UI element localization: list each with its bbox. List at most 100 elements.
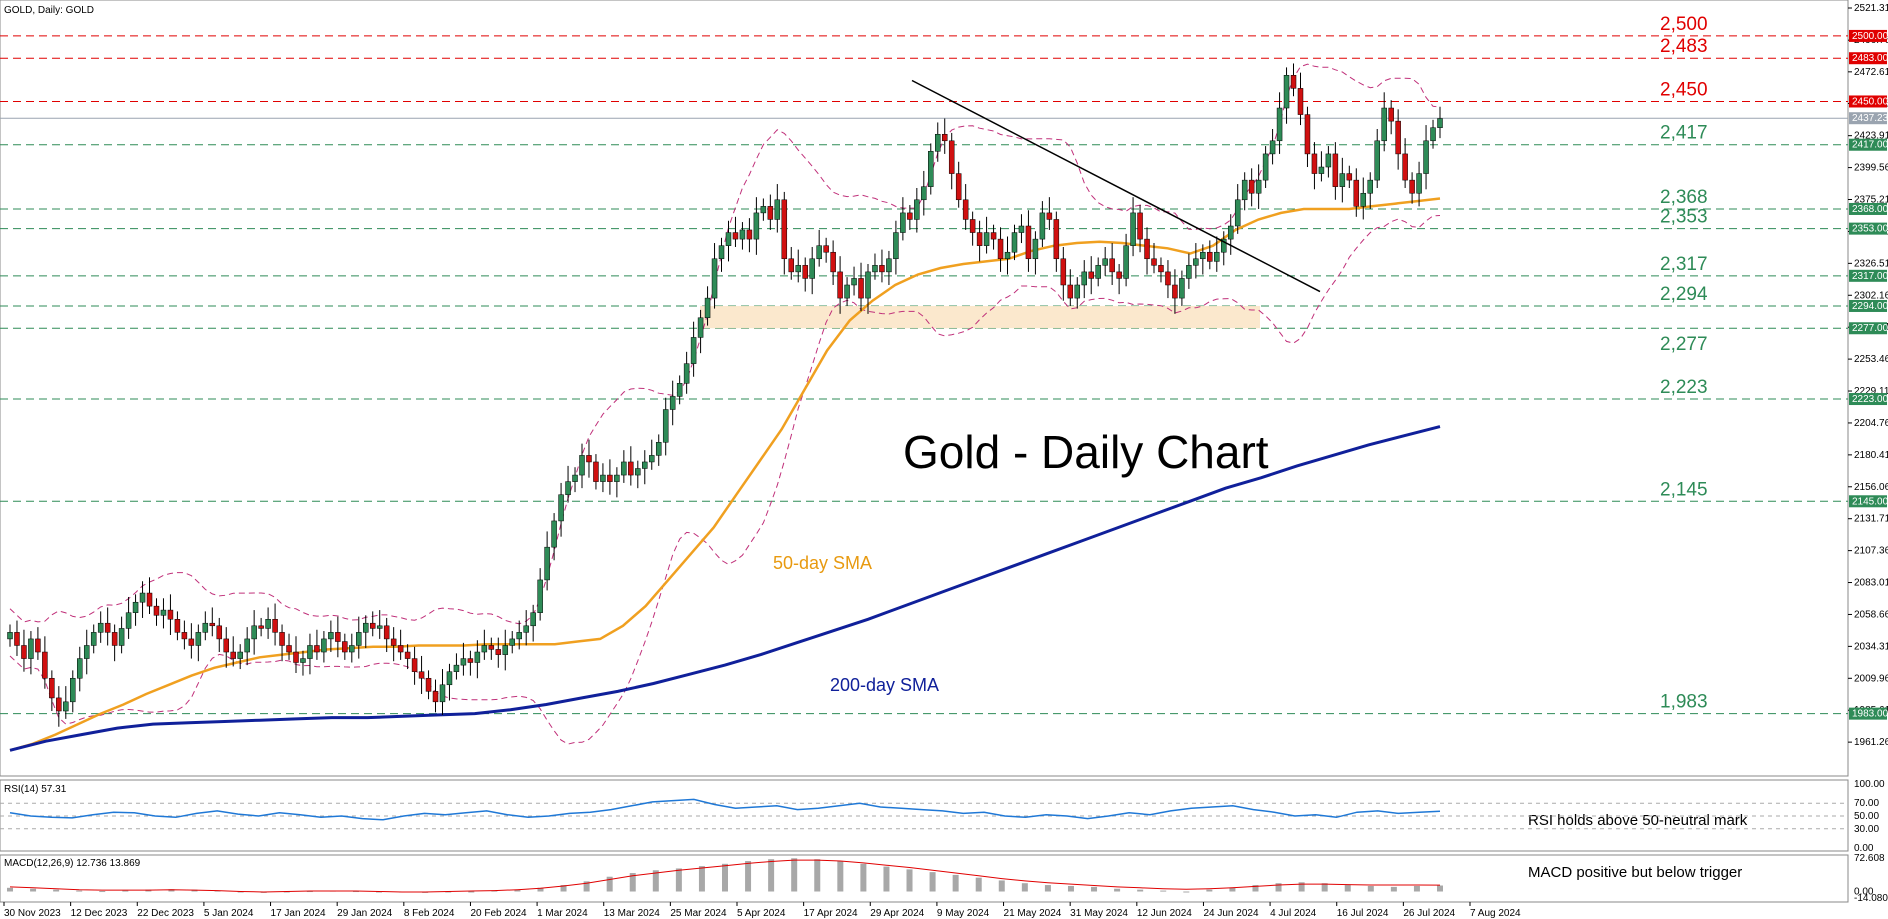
trendline <box>911 79 1321 293</box>
candle-body <box>1416 173 1422 194</box>
price-badge-bg <box>1849 202 1887 215</box>
candle-body <box>976 232 983 246</box>
candle-body <box>167 609 174 620</box>
macd-bar <box>791 858 798 892</box>
candle-body <box>125 612 132 629</box>
candle-body <box>244 638 250 653</box>
candle-body <box>781 199 788 260</box>
candle-body <box>1186 265 1192 279</box>
candle-body <box>14 632 20 646</box>
macd-bar <box>745 861 752 892</box>
candle-body <box>1353 179 1360 207</box>
candle-body <box>174 619 181 633</box>
macd-bar <box>583 881 590 892</box>
candle-body <box>711 258 718 299</box>
candle-body <box>990 232 997 240</box>
candle-body <box>593 461 599 482</box>
macd-bar <box>1437 885 1443 892</box>
candle-body <box>1234 199 1241 227</box>
candle-body <box>1214 251 1220 262</box>
candle-body <box>28 638 34 659</box>
candle-body <box>1088 271 1094 279</box>
candle-body <box>446 671 453 686</box>
price-badge-text: 2294.00 <box>1852 301 1888 312</box>
macd-tick-label: 72.608 <box>1854 853 1885 864</box>
x-tick-label: 5 Jan 2024 <box>204 908 254 919</box>
candle-body <box>865 271 871 299</box>
y-tick-label: 2107.36 <box>1854 546 1888 557</box>
candle-body <box>1130 212 1136 246</box>
candle-body <box>230 651 236 659</box>
x-tick-label: 13 Mar 2024 <box>604 908 661 919</box>
y-tick-label: 2058.66 <box>1854 609 1888 620</box>
price-badge-bg <box>1849 29 1887 42</box>
candle-body <box>558 494 564 522</box>
candle-body <box>216 625 223 640</box>
candle-body <box>223 638 229 653</box>
candle-body <box>907 212 913 220</box>
candle-body <box>1074 284 1081 299</box>
candle-body <box>1332 153 1339 187</box>
rsi-tick-label: 0.00 <box>1854 843 1874 854</box>
price-badge-text: 1983.00 <box>1852 709 1888 720</box>
y-tick-label: 2083.01 <box>1854 578 1888 589</box>
candle-body <box>523 625 529 633</box>
candle-body <box>886 258 892 273</box>
rsi-indicator: 100.00 70.00 50.00 30.00 0.00 <box>0 779 1885 854</box>
macd-bar <box>1067 885 1074 892</box>
level-label-2,317: 2,317 <box>1660 254 1708 275</box>
candle-body <box>1158 265 1164 273</box>
candle-body <box>390 638 397 646</box>
candle-body <box>1095 265 1101 279</box>
price-badge-bg <box>1849 322 1887 335</box>
price-badge-text: 2450.00 <box>1852 96 1888 107</box>
macd-label: MACD(12,26,9) 12.736 13.869 <box>4 858 141 869</box>
rsi-tick-label: 30.00 <box>1854 824 1879 835</box>
candle-body <box>921 186 927 201</box>
macd-bar <box>537 887 544 892</box>
macd-bar <box>606 876 613 892</box>
y-tick-label: 2375.21 <box>1854 195 1888 206</box>
price-badge-text: 2417.00 <box>1852 140 1888 151</box>
downtrend-line <box>911 79 1321 293</box>
candle-body <box>63 701 69 712</box>
macd-bar <box>99 891 106 893</box>
candle-body <box>1325 153 1332 168</box>
x-tick-label: 24 Jun 2024 <box>1203 908 1258 919</box>
macd-bar <box>1206 889 1213 892</box>
price-badge-text: 2145.00 <box>1852 496 1888 507</box>
candle-body <box>690 337 697 364</box>
candle-body <box>1248 179 1255 194</box>
candle-body <box>844 284 850 299</box>
candle-body <box>111 632 118 646</box>
symbol-label: GOLD, Daily: GOLD <box>4 5 94 16</box>
candle-body <box>935 133 941 152</box>
macd-bar <box>1413 885 1420 892</box>
level-label-2,145: 2,145 <box>1660 479 1708 500</box>
price-badge-bg <box>1849 269 1887 282</box>
price-badge-bg <box>1849 112 1887 125</box>
candle-body <box>502 645 509 655</box>
candle-body <box>551 520 557 548</box>
macd-bar <box>514 889 521 892</box>
y-tick-label: 2204.76 <box>1854 418 1888 429</box>
candle-body <box>572 474 578 482</box>
macd-bar <box>445 891 452 893</box>
macd-bar <box>76 890 83 892</box>
candle-body <box>1276 107 1283 142</box>
y-tick-label: 2131.71 <box>1854 514 1888 525</box>
price-badge-bg <box>1849 393 1887 406</box>
candle-body <box>788 258 795 273</box>
level-label-2,417: 2,417 <box>1660 123 1708 144</box>
candle-body <box>1053 219 1060 260</box>
price-badge-bg <box>1849 52 1887 65</box>
candle-body <box>258 625 264 629</box>
candle-body <box>21 645 27 659</box>
candle-body <box>321 638 327 653</box>
macd-bar <box>237 891 244 893</box>
candle-body <box>537 579 543 613</box>
candle-body <box>1018 225 1025 233</box>
candle-body <box>1109 258 1115 273</box>
price-badge-text: 2353.00 <box>1852 224 1888 235</box>
macd-bar <box>1367 885 1374 892</box>
